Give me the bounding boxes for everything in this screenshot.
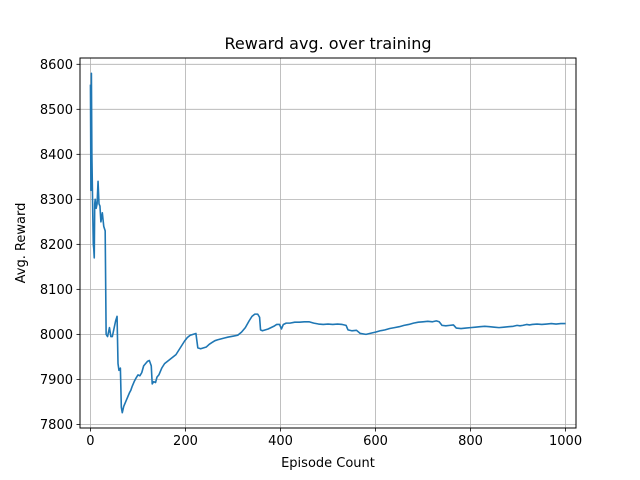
x-tick-label: 1000 — [549, 434, 582, 449]
y-axis: 7800 7900 8000 8100 8200 8300 8400 8500 8600 — [40, 58, 80, 433]
y-tick-label: 8100 — [40, 283, 73, 298]
y-axis-label: Avg. Reward — [14, 203, 29, 284]
plot-frame — [79, 57, 577, 429]
series-line — [89, 72, 566, 414]
x-tick-label: 600 — [363, 434, 388, 449]
y-tick-label: 8300 — [40, 193, 73, 208]
y-tick-label: 8500 — [40, 103, 73, 118]
y-tick-label: 7900 — [40, 373, 73, 388]
x-tick-label: 800 — [458, 434, 483, 449]
x-axis: 0 200 400 600 800 1000 — [86, 428, 582, 449]
y-tick-label: 8600 — [40, 58, 73, 73]
x-tick-label: 200 — [173, 434, 198, 449]
y-tick-label: 8200 — [40, 238, 73, 253]
plot-area — [80, 58, 576, 428]
x-tick-label: 400 — [268, 434, 293, 449]
x-tick-label: 0 — [86, 434, 94, 449]
grid — [80, 58, 576, 428]
x-axis-label: Episode Count — [281, 456, 375, 471]
y-tick-label: 7800 — [40, 418, 73, 433]
chart-title: Reward avg. over training — [224, 34, 431, 53]
series-layer — [89, 72, 566, 414]
y-tick-label: 8000 — [40, 328, 73, 343]
y-tick-label: 8400 — [40, 148, 73, 163]
